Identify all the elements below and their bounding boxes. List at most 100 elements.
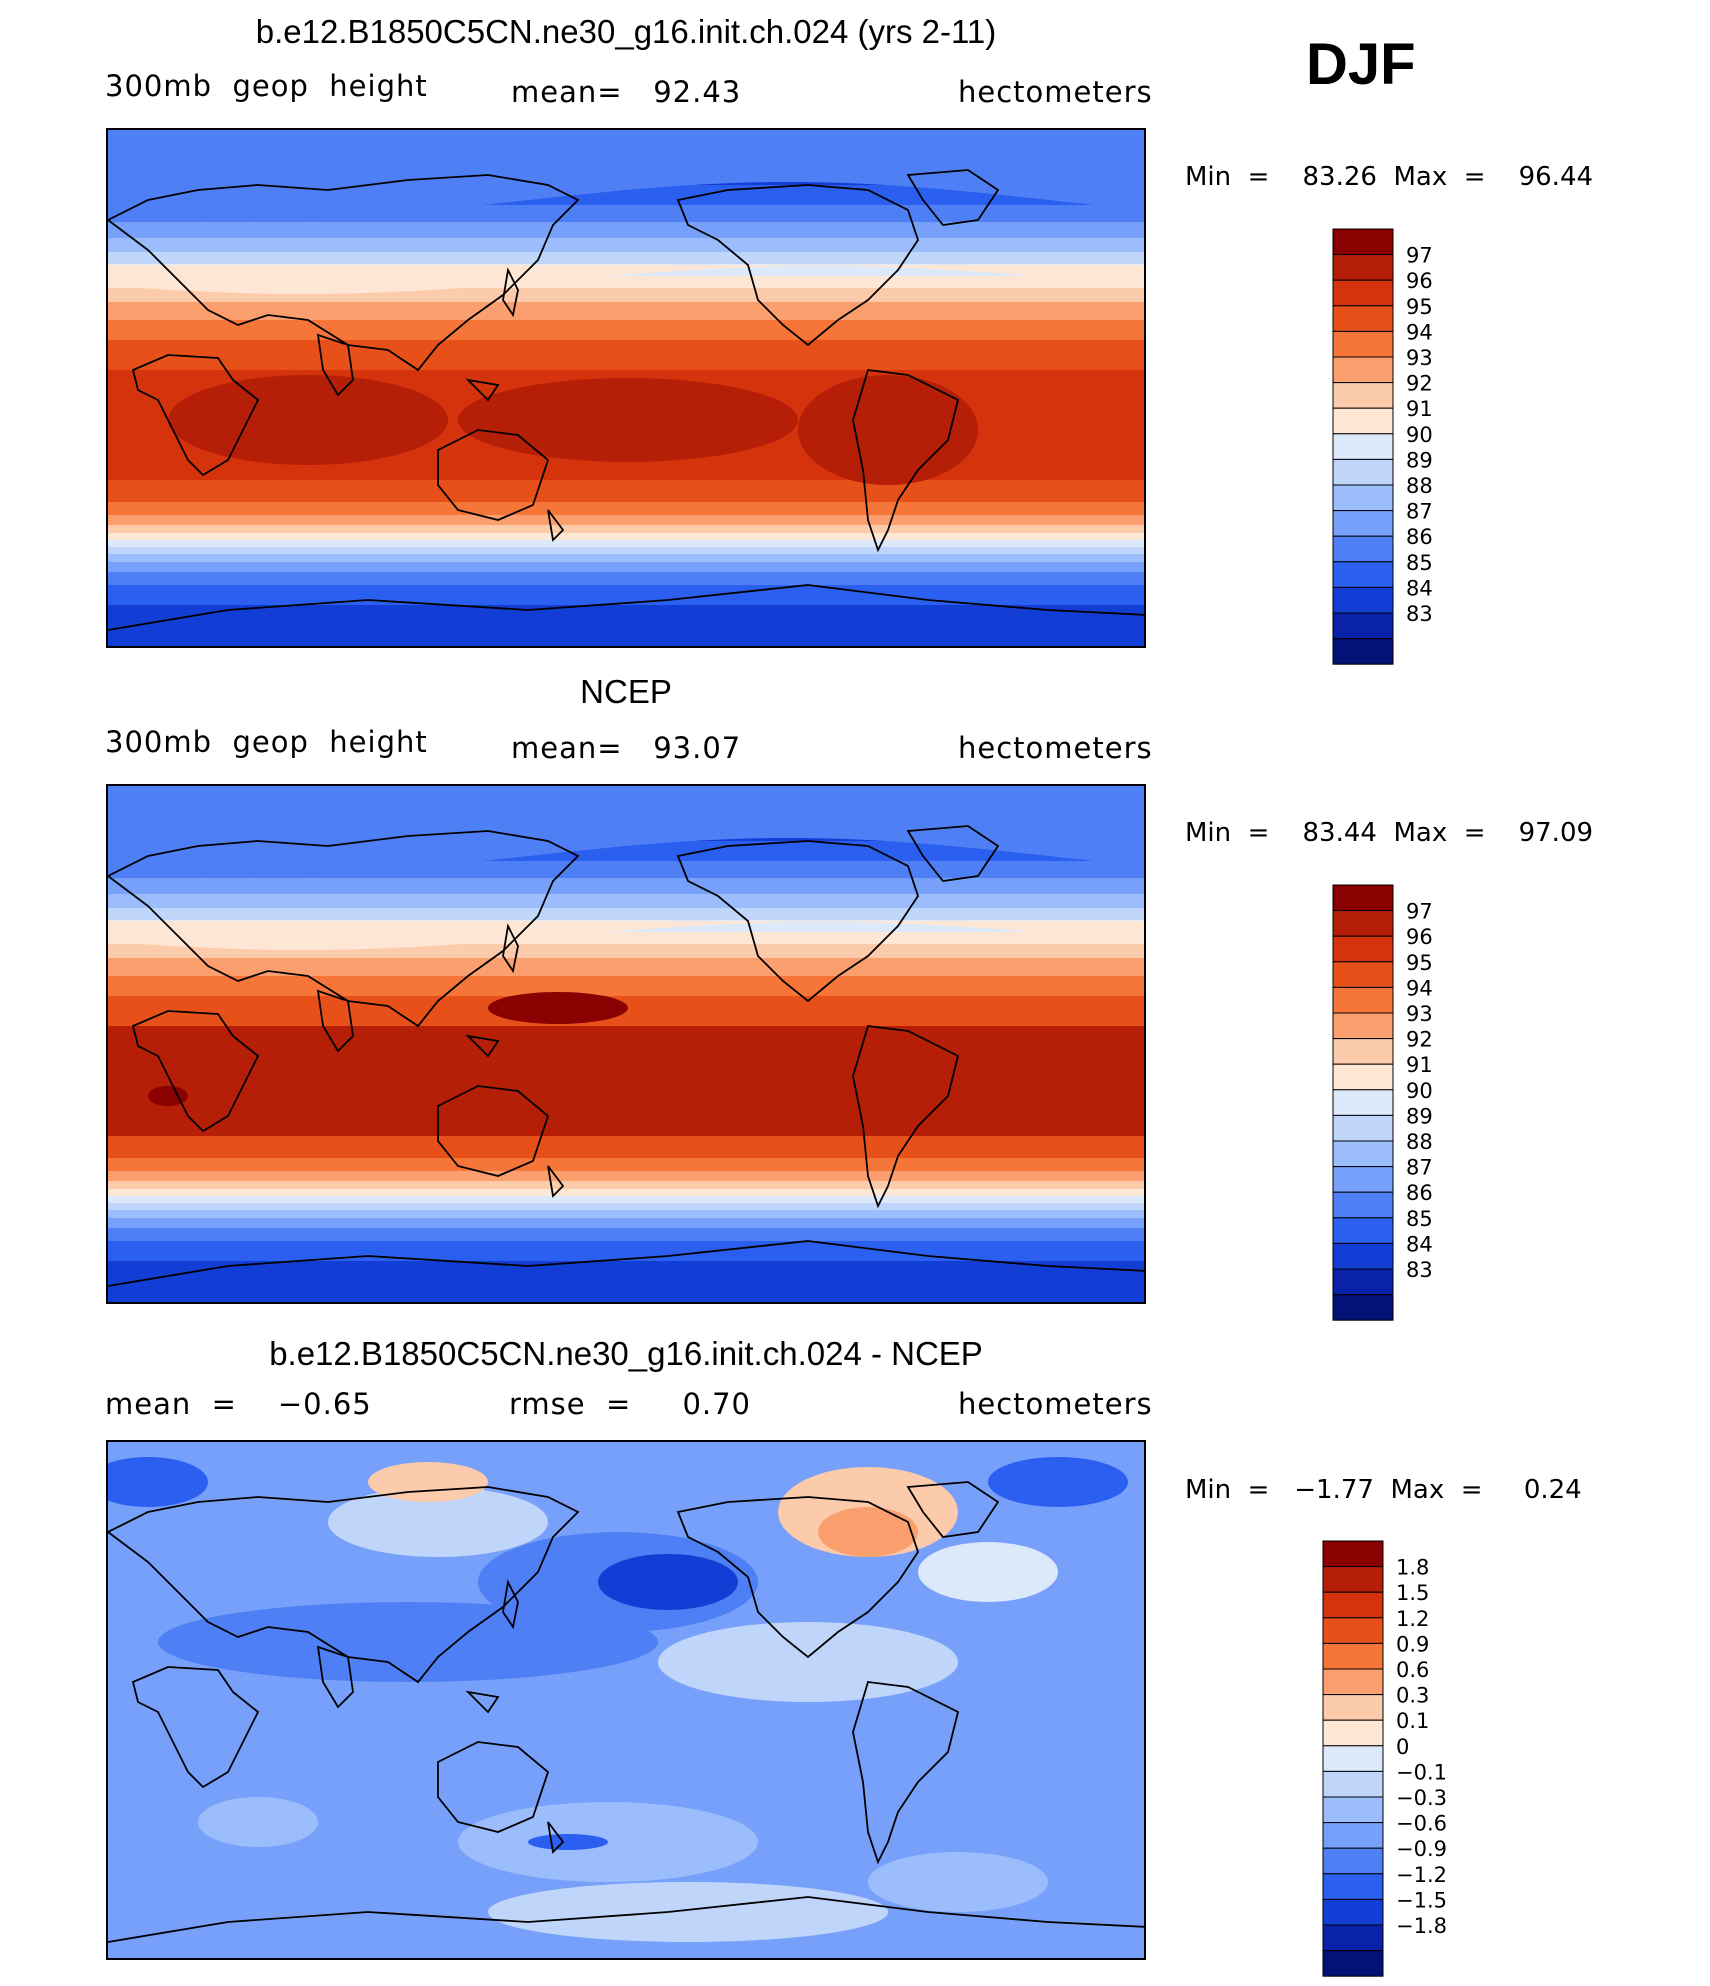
colorbar-box xyxy=(1332,1140,1394,1168)
colorbar-box xyxy=(1332,407,1394,435)
colorbar-box xyxy=(1332,1191,1394,1219)
colorbar-tick-label: 93 xyxy=(1406,346,1433,370)
panel-3-map xyxy=(106,1440,1146,1960)
panel-3-title: b.e12.B1850C5CN.ne30_g16.init.ch.024 - N… xyxy=(269,1335,983,1372)
colorbar-box xyxy=(1332,884,1394,912)
colorbar-tick-label: 94 xyxy=(1406,976,1433,1000)
colorbar-tick-label: 86 xyxy=(1406,1181,1433,1205)
colorbar-tick-label: −0.1 xyxy=(1396,1760,1447,1784)
colorbar-tick-label: 85 xyxy=(1406,1207,1433,1231)
colorbar-box xyxy=(1322,1719,1384,1747)
colorbar-tick-label: 1.2 xyxy=(1396,1607,1429,1631)
colorbar-box xyxy=(1322,1796,1384,1824)
colorbar-box xyxy=(1332,458,1394,486)
colorbar-box xyxy=(1322,1540,1384,1568)
contour-map-svg xyxy=(108,1442,1144,1958)
colorbar-box xyxy=(1332,986,1394,1014)
panel-2-mean-label: mean= 93.07 xyxy=(511,731,742,765)
colorbar-tick-label: 1.5 xyxy=(1396,1581,1429,1605)
panel-3-colorbar: 1.8 1.5 1.2 0.9 0.6 0.3 0.1 0 −0.1 −0.3 −0.6 −0.9 −1… xyxy=(1322,1540,1472,1979)
colorbar-box xyxy=(1322,1745,1384,1772)
colorbar-box xyxy=(1332,279,1394,307)
contour-map-svg xyxy=(108,130,1144,646)
colorbar-box xyxy=(1332,1166,1394,1193)
colorbar-tick-label: −0.3 xyxy=(1396,1786,1447,1810)
colorbar-tick-label: 88 xyxy=(1406,1130,1433,1154)
panel-3-mean-label: mean = −0.65 xyxy=(105,1387,372,1421)
colorbar-tick-label: 0 xyxy=(1396,1735,1409,1759)
panel-3-minmax: Min = −1.77 Max = 0.24 xyxy=(1185,1475,1582,1505)
colorbar-box xyxy=(1332,1294,1394,1321)
colorbar-tick-label: 86 xyxy=(1406,525,1433,549)
colorbar-box xyxy=(1332,1217,1394,1244)
colorbar-tick-label: 96 xyxy=(1406,269,1433,293)
colorbar-box xyxy=(1322,1591,1384,1619)
panel-2-map xyxy=(106,784,1146,1304)
panel-1-minmax: Min = 83.26 Max = 96.44 xyxy=(1185,162,1594,192)
colorbar-box xyxy=(1332,612,1394,640)
colorbar-box xyxy=(1332,1242,1394,1270)
colorbar-tick-label: 1.8 xyxy=(1396,1556,1429,1580)
colorbar-tick-label: 96 xyxy=(1406,925,1433,949)
panel-1-mean-label: mean= 92.43 xyxy=(511,75,742,109)
colorbar-box xyxy=(1322,1847,1384,1875)
colorbar-tick-label: 95 xyxy=(1406,295,1433,319)
colorbar-box xyxy=(1332,1012,1394,1040)
colorbar-box xyxy=(1332,484,1394,512)
colorbar-box xyxy=(1322,1668,1384,1696)
colorbar-tick-label: 0.1 xyxy=(1396,1709,1429,1733)
colorbar-box xyxy=(1322,1617,1384,1644)
panel-1-map xyxy=(106,128,1146,648)
panel-2-units-label: hectometers xyxy=(958,731,1153,765)
colorbar-box xyxy=(1332,1268,1394,1296)
colorbar-tick-label: −0.6 xyxy=(1396,1812,1447,1836)
panel-1-variable-label: 300mb geop height xyxy=(105,69,428,103)
colorbar-box xyxy=(1322,1898,1384,1926)
colorbar-tick-label: 87 xyxy=(1406,500,1433,524)
panel-1-units-label: hectometers xyxy=(958,75,1153,109)
colorbar-box xyxy=(1322,1694,1384,1721)
colorbar-box xyxy=(1322,1770,1384,1798)
colorbar-tick-label: 97 xyxy=(1406,900,1433,924)
colorbar-tick-label: 0.3 xyxy=(1396,1684,1429,1708)
colorbar-box xyxy=(1322,1950,1384,1977)
colorbar-box xyxy=(1332,382,1394,409)
colorbar-tick-label: 84 xyxy=(1406,576,1433,600)
colorbar-box xyxy=(1332,586,1394,614)
panel-1-title: b.e12.B1850C5CN.ne30_g16.init.ch.024 (yr… xyxy=(255,13,997,50)
panel-2-title: NCEP xyxy=(580,673,672,710)
colorbar-box xyxy=(1332,305,1394,332)
colorbar-tick-label: 90 xyxy=(1406,1079,1433,1103)
colorbar-tick-label: 97 xyxy=(1406,244,1433,268)
panel-1-colorbar: 97 96 95 94 93 92 91 90 89 88 87 86 85 84 83 xyxy=(1332,228,1482,667)
colorbar-box xyxy=(1332,561,1394,588)
colorbar-box xyxy=(1322,1873,1384,1900)
colorbar-tick-label: 89 xyxy=(1406,448,1433,472)
colorbar-tick-label: 90 xyxy=(1406,423,1433,447)
colorbar-tick-label: 88 xyxy=(1406,474,1433,498)
season-label: DJF xyxy=(1306,32,1416,97)
contour-map-svg xyxy=(108,786,1144,1302)
colorbar-tick-label: 92 xyxy=(1406,1028,1433,1052)
colorbar-box xyxy=(1332,935,1394,963)
panel-3-rmse-label: rmse = 0.70 xyxy=(509,1387,752,1421)
panel-2-variable-label: 300mb geop height xyxy=(105,725,428,759)
colorbar-tick-label: 92 xyxy=(1406,372,1433,396)
colorbar-tick-label: 85 xyxy=(1406,551,1433,575)
colorbar-box xyxy=(1322,1642,1384,1670)
colorbar-box xyxy=(1332,961,1394,988)
colorbar-tick-label: −1.8 xyxy=(1396,1914,1447,1938)
colorbar-tick-label: 87 xyxy=(1406,1156,1433,1180)
colorbar-box xyxy=(1332,356,1394,384)
colorbar-box xyxy=(1322,1924,1384,1952)
colorbar-box xyxy=(1332,1038,1394,1065)
colorbar-box xyxy=(1332,1114,1394,1142)
colorbar-tick-label: 0.9 xyxy=(1396,1632,1429,1656)
colorbar-tick-label: 0.6 xyxy=(1396,1658,1429,1682)
colorbar-tick-label: 95 xyxy=(1406,951,1433,975)
colorbar-tick-label: 84 xyxy=(1406,1232,1433,1256)
colorbar-tick-label: 91 xyxy=(1406,397,1433,421)
colorbar-box xyxy=(1332,910,1394,937)
